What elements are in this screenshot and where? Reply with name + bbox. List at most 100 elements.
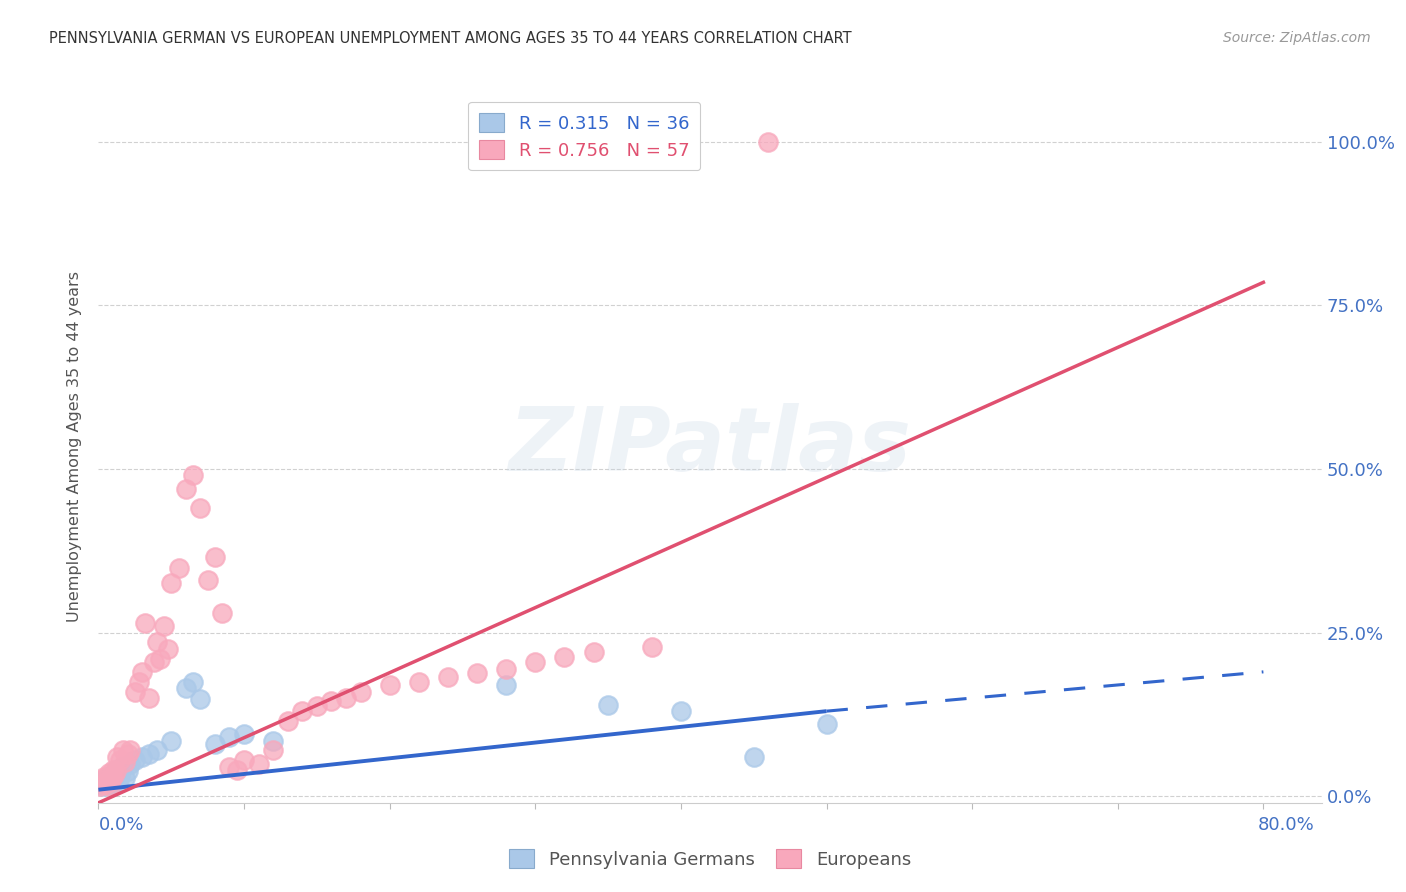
Point [90,775,112,789]
Point [321,694,343,708]
Point [124,684,146,698]
Point [225,763,247,777]
Point [97,766,120,780]
Point [174,482,197,496]
Point [108,772,131,787]
Point [524,655,547,669]
Point [211,606,233,620]
Text: ZIPatlas: ZIPatlas [509,402,911,490]
Point [181,674,204,689]
Point [204,737,226,751]
Point [335,691,357,706]
Text: 80.0%: 80.0% [1258,816,1315,834]
Point [247,756,270,771]
Point [104,764,127,779]
Point [97,778,120,792]
Point [204,550,226,565]
Point [120,756,142,771]
Point [93,772,115,787]
Point [188,692,212,706]
Point [408,674,430,689]
Point [138,747,160,761]
Point [93,770,115,784]
Point [495,678,517,692]
Point [110,753,132,767]
Point [134,615,156,630]
Point [465,666,488,681]
Point [277,714,299,728]
Point [167,561,190,575]
Point [233,753,256,767]
Point [131,665,153,679]
Point [89,780,111,794]
Point [305,698,328,713]
Point [378,678,401,692]
Point [104,763,127,777]
Point [495,662,517,676]
Point [91,780,114,794]
Point [160,576,183,591]
Point [218,731,240,745]
Point [91,777,114,791]
Point [181,468,204,483]
Point [349,684,371,698]
Point [120,743,142,757]
Point [128,674,150,689]
Point [641,640,664,654]
Legend: Pennsylvania Germans, Europeans: Pennsylvania Germans, Europeans [502,841,918,876]
Point [98,770,121,784]
Point [94,776,117,790]
Point [138,691,160,706]
Point [553,650,575,665]
Point [101,763,124,777]
Point [94,775,117,789]
Point [582,645,605,659]
Point [110,768,132,782]
Text: PENNSYLVANIA GERMAN VS EUROPEAN UNEMPLOYMENT AMONG AGES 35 TO 44 YEARS CORRELATI: PENNSYLVANIA GERMAN VS EUROPEAN UNEMPLOY… [49,31,852,46]
Point [105,750,128,764]
Point [103,766,125,780]
Point [100,775,122,789]
Point [101,777,124,791]
Point [174,681,197,696]
Point [153,619,176,633]
Point [197,573,219,587]
Point [131,750,153,764]
Point [103,768,125,782]
Point [262,733,284,747]
Point [96,771,118,785]
Point [291,704,314,718]
Point [111,760,134,774]
Point [596,698,619,712]
Y-axis label: Unemployment Among Ages 35 to 44 years: Unemployment Among Ages 35 to 44 years [67,270,83,622]
Point [188,501,212,516]
Point [117,764,139,779]
Point [815,717,838,731]
Point [218,760,240,774]
Point [124,753,146,767]
Point [756,135,779,149]
Point [114,755,136,769]
Text: Source: ZipAtlas.com: Source: ZipAtlas.com [1223,31,1371,45]
Point [114,771,136,785]
Point [742,750,765,764]
Point [157,642,180,657]
Point [100,771,122,785]
Point [262,743,284,757]
Point [117,747,139,761]
Point [145,743,167,757]
Point [96,776,118,790]
Point [669,704,692,718]
Point [112,743,135,757]
Point [142,655,165,669]
Point [437,670,460,684]
Point [149,652,172,666]
Point [145,635,167,649]
Text: 0.0%: 0.0% [98,816,143,834]
Point [233,727,256,741]
Point [105,764,128,779]
Point [160,733,183,747]
Point [90,772,112,787]
Point [98,780,121,794]
Point [89,777,111,791]
